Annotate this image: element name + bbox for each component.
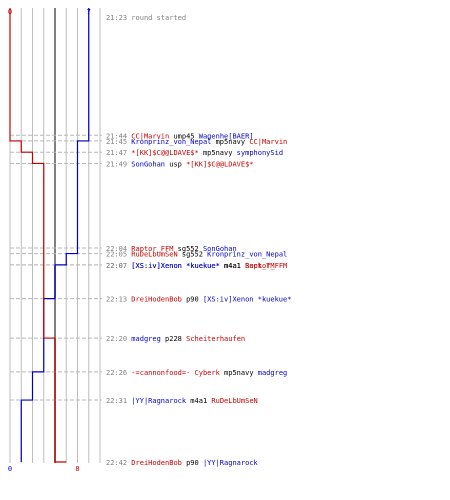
event-row: 21:49 SonGohan usp *[KK]$C@@LDAVE$* bbox=[106, 160, 254, 168]
event-weapon: m4a1 bbox=[220, 262, 245, 270]
event-weapon: m4a1 bbox=[220, 262, 245, 270]
event-weapon: sg552 bbox=[178, 251, 208, 259]
event-row: 22:07 [XS:iv]Xenon *kuekue* m4a1 Seck_TM bbox=[106, 262, 275, 270]
grid bbox=[9, 8, 101, 463]
event-victim: *[KK]$C@@LDAVE$* bbox=[186, 160, 253, 168]
event-victim: Wagenhe[BAER] bbox=[199, 132, 254, 140]
red-start-score: 0 bbox=[8, 8, 12, 16]
event-victim: CC|Marvin bbox=[249, 138, 287, 146]
event-row: 21:45 Kronprinz_von_Nepal mp5navy CC|Mar… bbox=[106, 138, 287, 146]
event-weapon: mp5navy bbox=[199, 149, 237, 157]
score-labels: 7 0 0 8 bbox=[8, 8, 91, 473]
event-killer: [XS:iv]Xenon *kuekue* bbox=[131, 262, 220, 270]
event-victim: SonGohan bbox=[203, 245, 237, 253]
event-time: 22:20 bbox=[106, 335, 131, 343]
event-killer: DreiHodenBob bbox=[131, 459, 182, 467]
event-victim: RuDeLbUmSeN bbox=[211, 397, 257, 405]
event-weapon: mp5navy bbox=[220, 369, 258, 377]
event-killer: DreiHodenBob bbox=[131, 296, 182, 304]
event-weapon: usp bbox=[165, 160, 186, 168]
event-victim: Scheiterhaufen bbox=[186, 335, 245, 343]
event-log: 21:23 round started 21:44 CC|Marvin ump45… bbox=[106, 14, 291, 467]
event-time: 21:23 bbox=[106, 14, 131, 22]
event-row: 22:04 Raptor_FFM sg552 SonGohan bbox=[106, 245, 237, 253]
event-time: 22:26 bbox=[106, 369, 131, 377]
event-time: 21:47 bbox=[106, 149, 131, 157]
event-victim: Seck_TM bbox=[245, 262, 275, 270]
event-weapon: p90 bbox=[182, 296, 203, 304]
event-killer: *[KK]$C@@LDAVE$* bbox=[131, 149, 198, 157]
event-victim: |YY|Ragnarock bbox=[203, 459, 259, 467]
event-time: 22:42 bbox=[106, 459, 131, 467]
event-row: 22:05 RuDeLbUmSeN sg552 Kronprinz_von_Ne… bbox=[106, 251, 287, 259]
event-victim: Raptor_FFM bbox=[245, 262, 287, 270]
event-weapon: p228 bbox=[161, 335, 186, 343]
event-time: 22:31 bbox=[106, 397, 131, 405]
event-row: 22:31 |YY|Ragnarock m4a1 RuDeLbUmSeN bbox=[106, 397, 258, 405]
event-victim: madgreg bbox=[258, 369, 288, 377]
event-row: 22:13 DreiHodenBob p90 [XS:iv]Xenon *kue… bbox=[106, 296, 291, 304]
event-killer: |YY|Ragnarock bbox=[131, 397, 187, 405]
event-killer: Raptor_FFM bbox=[131, 245, 173, 253]
event-row: 21:44 CC|Marvin ump45 Wagenhe[BAER] bbox=[106, 132, 254, 140]
event-weapon: sg552 bbox=[173, 245, 203, 253]
event-victim: Kronprinz_von_Nepal bbox=[207, 251, 287, 259]
event-time: 22:05 bbox=[106, 251, 131, 259]
event-killer: Kronprinz_von_Nepal bbox=[131, 138, 211, 146]
event-row: 22:26 -=cannonfood=- Cyberk mp5navy madg… bbox=[106, 369, 287, 377]
event-text: round started bbox=[131, 14, 186, 22]
event-weapon: p90 bbox=[182, 459, 203, 467]
blue-score-line bbox=[20, 8, 90, 462]
event-weapon: mp5navy bbox=[211, 138, 249, 146]
event-time: 22:07 bbox=[106, 262, 131, 270]
blue-end-score: 0 bbox=[8, 465, 12, 473]
event-killer: [XS:iv]Xenon *kuekue* bbox=[131, 262, 220, 270]
event-row: 22:07 [XS:iv]Xenon *kuekue* m4a1 Raptor_… bbox=[106, 262, 287, 270]
blue-start-score: 7 bbox=[87, 8, 91, 16]
event-victim: symphonySid bbox=[237, 149, 283, 157]
event-row: 21:23 round started bbox=[106, 14, 186, 22]
score-lines bbox=[9, 8, 90, 463]
event-weapon: m4a1 bbox=[186, 397, 211, 405]
event-victim: [XS:iv]Xenon *kuekue* bbox=[203, 296, 292, 304]
event-time: 22:04 bbox=[106, 245, 131, 253]
red-score-line bbox=[9, 8, 67, 463]
event-time: 22:07 bbox=[106, 262, 131, 270]
event-time: 21:49 bbox=[106, 160, 131, 168]
event-time: 21:45 bbox=[106, 138, 131, 146]
event-row: 22:20 madgreg p228 Scheiterhaufen bbox=[106, 335, 245, 343]
event-killer: -=cannonfood=- Cyberk bbox=[131, 369, 220, 377]
red-end-score: 8 bbox=[75, 465, 79, 473]
event-killer: CC|Marvin bbox=[131, 132, 169, 140]
event-row: 21:47 *[KK]$C@@LDAVE$* mp5navy symphonyS… bbox=[106, 149, 283, 157]
event-killer: madgreg bbox=[131, 335, 161, 343]
event-row: 22:42 DreiHodenBob p90 |YY|Ragnarock bbox=[106, 459, 259, 467]
event-time: 22:13 bbox=[106, 296, 131, 304]
event-time: 21:44 bbox=[106, 132, 131, 140]
event-killer: SonGohan bbox=[131, 160, 165, 168]
event-weapon: ump45 bbox=[169, 132, 199, 140]
event-killer: RuDeLbUmSeN bbox=[131, 251, 177, 259]
